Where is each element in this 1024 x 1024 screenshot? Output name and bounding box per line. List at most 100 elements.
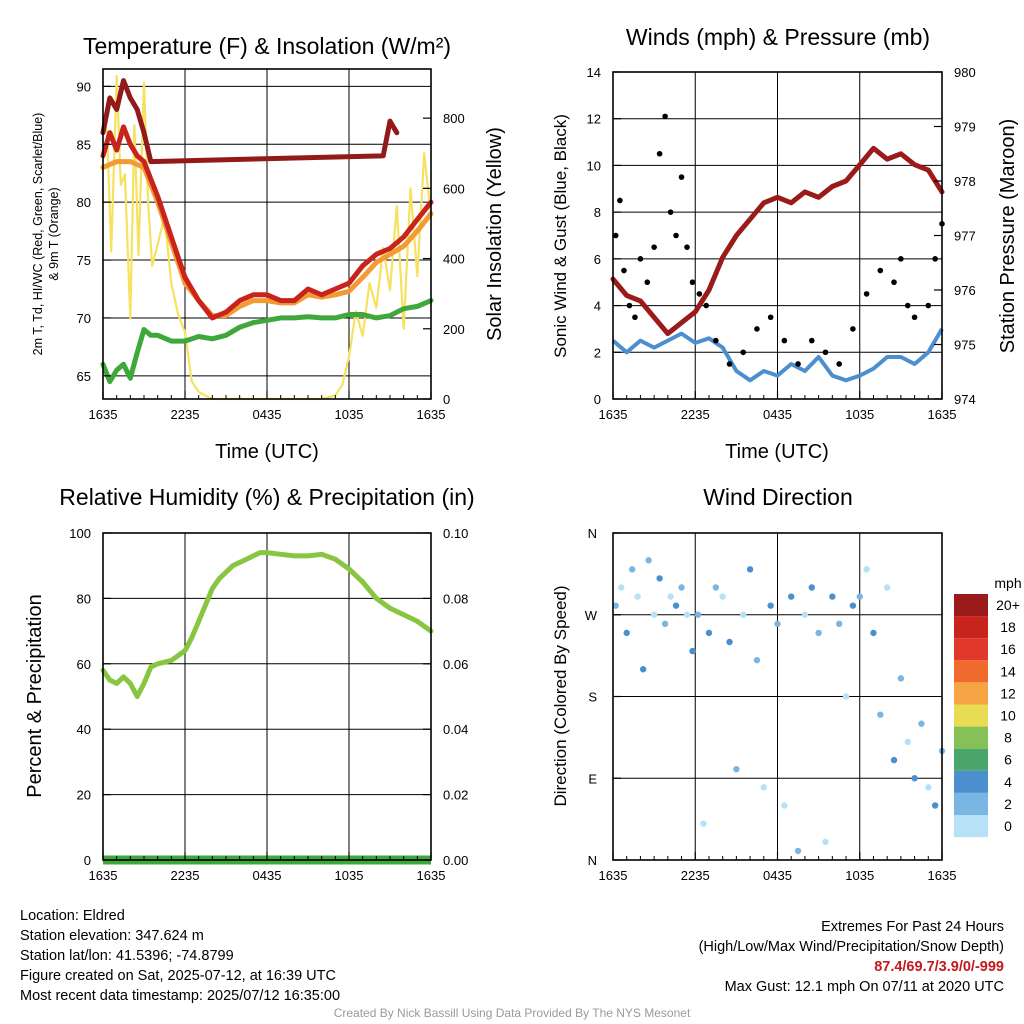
wind-direction-point	[689, 647, 696, 655]
dir-left-y-tick-label: S	[588, 690, 597, 705]
rh-right-y-tick-label: 0.06	[443, 657, 468, 672]
wind-left-y-tick-label: 2	[594, 345, 601, 360]
wind-direction-point	[753, 656, 761, 664]
pressure-y-axis-label: Station Pressure (Maroon)	[997, 119, 1019, 354]
colorbar-label: 12	[1000, 685, 1016, 701]
temp-right-y-tick-label: 800	[443, 111, 465, 126]
wind-direction-point	[705, 629, 713, 637]
colorbar-swatch	[954, 748, 988, 771]
wind-direction-point	[672, 602, 680, 609]
wind-right-y-tick-label: 975	[954, 338, 976, 353]
gust-point	[795, 361, 801, 367]
wind-left-y-tick-label: 12	[587, 112, 601, 127]
wind-right-y-tick-label: 978	[954, 174, 976, 189]
temp-x-tick-label: 1635	[417, 407, 446, 422]
rh-right-y-tick-label: 0.10	[443, 526, 468, 541]
gust-point	[836, 361, 842, 367]
wind-direction-point	[801, 611, 809, 618]
gust-point	[932, 256, 938, 262]
recent-data-text: Most recent data timestamp: 2025/07/12 1…	[20, 988, 341, 1004]
elevation-text: Station elevation: 347.624 m	[20, 928, 204, 944]
wind-direction-point	[623, 629, 630, 637]
series-2m-t-line	[100, 124, 434, 321]
colorbar-swatch	[954, 594, 988, 617]
wind-direction-point	[911, 775, 918, 782]
temperature-panel-title: Temperature (F) & Insolation (W/m²)	[83, 33, 451, 59]
temperature-y-axis-label-line1: 2m T, Td, HI/WC (Red, Green, Scarlet/Blu…	[31, 113, 45, 356]
gust-point	[850, 326, 856, 332]
temperature-x-axis-label: Time (UTC)	[215, 441, 319, 463]
wind-direction-point	[634, 593, 641, 600]
wind-right-y-tick-label: 977	[954, 229, 976, 244]
wind-direction-point	[918, 720, 925, 727]
dir-left-y-tick-label: E	[588, 771, 597, 786]
rh-x-tick-label: 1635	[417, 868, 446, 883]
gust-point	[656, 150, 663, 157]
wind-direction-point	[667, 593, 674, 600]
solar-y-axis-label: Solar Insolation (Yellow)	[484, 127, 506, 341]
gust-point	[726, 361, 733, 367]
wind-right-y-tick-label: 980	[954, 65, 976, 80]
gust-point	[684, 244, 690, 250]
colorbar-swatch	[954, 770, 988, 793]
humidity-y-axis-label: Percent & Precipitation	[24, 594, 46, 797]
gust-point	[781, 337, 788, 344]
gust-point	[822, 349, 829, 356]
wind-direction-point	[656, 575, 663, 582]
wind-direction-point	[700, 820, 707, 827]
humidity-panel: Relative Humidity (%) & Precipitation (i…	[24, 484, 475, 883]
wind-direction-point	[740, 611, 747, 618]
rh-x-tick-label: 0435	[253, 868, 282, 883]
wind-left-y-tick-label: 14	[587, 65, 601, 80]
wind-direction-point	[863, 566, 870, 573]
wind-direction-point	[883, 584, 891, 591]
colorbar-label: 4	[1004, 774, 1012, 790]
wind-direction-point	[678, 584, 685, 591]
created-text: Figure created on Sat, 2025-07-12, at 16…	[20, 968, 336, 984]
wind-direction-point	[645, 557, 652, 564]
dir-left-y-tick-label: N	[588, 526, 597, 541]
temp-right-y-tick-label: 0	[443, 392, 450, 407]
temp-x-tick-label: 2235	[171, 407, 200, 422]
wind-direction-point	[650, 611, 658, 618]
wind-direction-point	[726, 638, 733, 646]
wind-direction-point	[904, 738, 911, 746]
rh-right-y-tick-label: 0.04	[443, 722, 468, 737]
gust-point	[898, 256, 904, 262]
wind-direction-point	[788, 593, 795, 600]
gust-point	[662, 113, 668, 120]
gust-point	[740, 349, 747, 356]
temp-x-tick-label: 0435	[253, 407, 282, 422]
rh-left-y-tick-label: 20	[77, 788, 91, 803]
colorbar-label: 20+	[996, 597, 1020, 613]
wind-direction-point	[808, 584, 815, 591]
dir-x-tick-label: 1635	[928, 868, 957, 883]
rh-x-tick-label: 1635	[89, 868, 118, 883]
wind-direction-y-axis-label: Direction (Colored By Speed)	[551, 585, 570, 806]
wind-direction-point	[733, 765, 740, 773]
colorbar-label: 10	[1000, 708, 1016, 724]
gust-point	[632, 314, 638, 321]
dir-x-tick-label: 1635	[599, 868, 628, 883]
rh-left-y-tick-label: 40	[77, 722, 91, 737]
wind-direction-panel-title: Wind Direction	[703, 484, 853, 510]
colorbar-swatch	[954, 726, 988, 749]
wind-direction-point	[870, 629, 877, 637]
colorbar-label: 16	[1000, 641, 1016, 657]
colorbar-label: 6	[1004, 752, 1012, 768]
wind-x-axis-label: Time (UTC)	[725, 441, 829, 463]
colorbar-label: 18	[1000, 619, 1016, 635]
gust-point	[696, 291, 703, 297]
wind-right-y-tick-label: 979	[954, 120, 976, 135]
rh-line	[100, 550, 434, 699]
gust-point	[637, 256, 644, 262]
dir-left-y-tick-label: N	[588, 853, 597, 868]
humidity-panel-title: Relative Humidity (%) & Precipitation (i…	[59, 484, 474, 510]
wind-x-tick-label: 1635	[599, 407, 628, 422]
rh-right-y-tick-label: 0.02	[443, 788, 468, 803]
temp-right-y-tick-label: 400	[443, 252, 465, 267]
gust-point	[891, 279, 897, 286]
temperature-y-axis-label-line2: & 9m T (Orange)	[47, 187, 61, 280]
wind-left-y-tick-label: 6	[594, 252, 601, 267]
gust-point	[754, 326, 760, 332]
